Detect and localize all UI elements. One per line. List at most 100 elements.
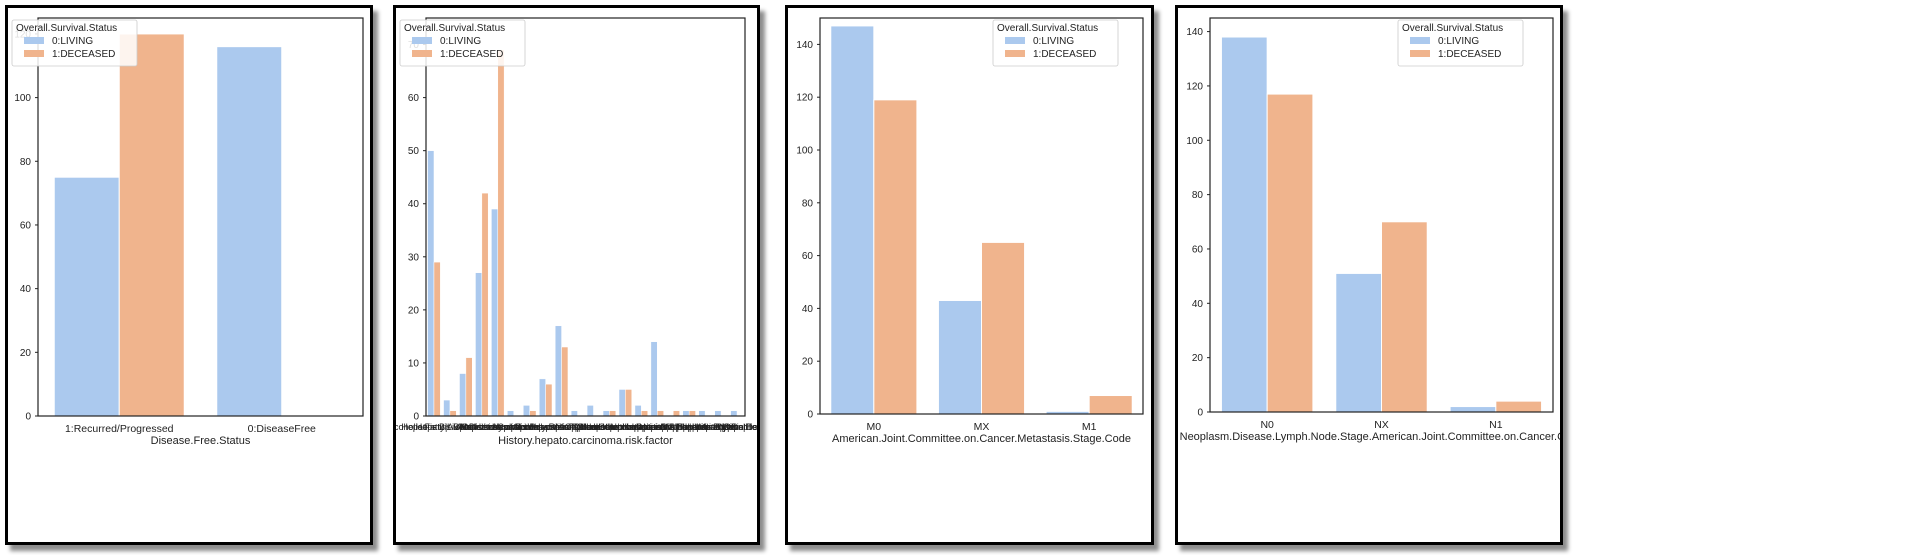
legend-swatch-living: [1410, 37, 1430, 44]
bar-deceased: [1088, 395, 1133, 415]
bar-deceased: [449, 410, 457, 417]
legend-title: Overall.Survival.Status: [404, 23, 505, 34]
y-tick-label: 50: [408, 146, 420, 157]
legend-label: 0:LIVING: [52, 36, 93, 47]
x-tick-label: Hemochromatosis: [589, 422, 662, 432]
chart-svg-1: 0204060801001201:Recurred/Progressed0:Di…: [11, 17, 364, 447]
bar-living: [53, 176, 120, 417]
y-tick-label: 20: [408, 305, 420, 316]
y-tick-label: 20: [1192, 353, 1204, 364]
x-tick-label: Alcohol consumption|Hemochromatosis: [578, 422, 736, 432]
x-tick-label: Alcohol consumption: [456, 422, 539, 432]
y-tick-label: 120: [796, 93, 813, 104]
x-tick-label: No History of Primary Risk Factors: [461, 422, 600, 432]
bar-living: [634, 405, 642, 417]
bar-deceased: [481, 192, 489, 417]
legend-swatch-deceased: [24, 50, 44, 57]
plot-frame: [1209, 17, 1554, 413]
x-tick-label: NX: [1374, 419, 1389, 431]
x-tick-label: Alcohol consumption|Hepatitis B: [609, 422, 738, 432]
x-tick-label: M0: [867, 421, 882, 433]
bar-living: [937, 299, 982, 415]
bar-living: [443, 399, 451, 417]
bar-living: [730, 410, 738, 417]
x-tick-label: Alcohol consumption|Hepatitis B|Hepatiti…: [554, 422, 730, 432]
x-tick-label: Alcohol consumption|Hepatitis C|Other: [660, 422, 757, 432]
y-tick-label: 40: [20, 284, 32, 295]
x-tick-label: N0: [1260, 419, 1274, 431]
x-tick-label: MX: [974, 421, 990, 433]
bar-deceased: [529, 410, 537, 417]
y-tick-label: 20: [802, 357, 814, 368]
bar-living: [1335, 272, 1382, 413]
x-tick-label: Hepatitis B|Other: [416, 422, 484, 432]
bar-deceased: [1381, 221, 1428, 413]
y-tick-label: 20: [20, 348, 32, 359]
chart-panel-metastasis-stage: 0 20 40 60 80 100 120 140 M0 MX M1 American.Joint.C…: [785, 5, 1154, 545]
bar-living: [491, 208, 499, 417]
legend-title: Overall.Survival.Status: [16, 23, 117, 34]
bar-living: [427, 150, 435, 417]
legend-title: Overall.Survival.Status: [1402, 23, 1503, 34]
x-tick-label: M1: [1082, 421, 1097, 433]
bar-living: [216, 46, 283, 417]
x-axis-label: American.Joint.Committee.on.Cancer.Metas…: [832, 433, 1131, 445]
bar-deceased: [545, 383, 553, 417]
x-tick-label: Hepatitis C|Hemochromatosis: [534, 422, 653, 432]
bar-deceased: [1266, 93, 1314, 413]
bar-living: [554, 325, 562, 417]
legend-swatch-living: [24, 37, 44, 44]
chart-svg-2: 010203040506070Non-Alcoholic Fatty Liver…: [396, 17, 757, 447]
y-tick-label: 40: [408, 199, 420, 210]
chart-panel-disease-free: 0204060801001201:Recurred/Progressed0:Di…: [5, 5, 373, 545]
plot-frame: [819, 17, 1144, 415]
bar-deceased: [625, 389, 633, 417]
bar-living: [602, 410, 610, 417]
bar-living: [830, 25, 875, 415]
x-tick-label: Hepatitis C: [460, 422, 505, 432]
legend-swatch-deceased: [412, 50, 432, 57]
bar-deceased: [433, 261, 441, 417]
bar-deceased: [641, 410, 648, 417]
y-tick-label: 80: [1192, 190, 1204, 201]
x-tick-label: Hepatitis C|Other: [527, 422, 596, 432]
legend-title: Overall.Survival.Status: [997, 23, 1098, 34]
bar-living: [475, 272, 483, 417]
bar-living: [586, 405, 594, 417]
legend-label: 0:LIVING: [1033, 36, 1074, 47]
plot-frame: [37, 17, 364, 417]
y-tick-label: 140: [1186, 27, 1203, 38]
bar-deceased: [657, 410, 664, 417]
bar-deceased: [672, 410, 680, 417]
y-tick-label: 30: [408, 252, 420, 263]
chart-panel-risk-factor: 010203040506070Non-Alcoholic Fatty Liver…: [393, 5, 760, 545]
y-tick-label: 100: [796, 146, 813, 157]
bar-deceased: [465, 357, 473, 417]
bar-living: [538, 378, 546, 417]
x-axis-label: Disease.Free.Status: [151, 435, 251, 447]
x-tick-label: Alcohol consumption|Other: [492, 422, 600, 432]
y-tick-label: 140: [796, 40, 813, 51]
y-tick-label: 40: [802, 304, 814, 315]
legend-label: 1:DECEASED: [1438, 49, 1501, 60]
x-tick-label: Non-Alcoholic Fatty Liver Disease: [396, 422, 502, 432]
x-tick-label: Other: [598, 422, 621, 432]
x-axis-label: Neoplasm.Disease.Lymph.Node.Stage.Americ…: [1180, 431, 1560, 443]
legend-swatch-living: [412, 37, 432, 44]
y-tick-label: 10: [408, 358, 420, 369]
x-tick-label: 1:Recurred/Progressed: [65, 423, 174, 435]
plot-frame: [425, 17, 746, 417]
y-tick-label: 0: [25, 412, 31, 423]
bar-deceased: [1495, 400, 1543, 413]
x-tick-label: Hepatitis C|Alpha-1 Antitrypsin Deficien…: [622, 422, 757, 432]
bar-living: [714, 410, 722, 417]
bar-deceased: [688, 410, 696, 417]
y-tick-label: 0: [1197, 408, 1203, 419]
bar-deceased: [118, 33, 185, 417]
y-tick-label: 80: [20, 157, 32, 168]
y-tick-label: 60: [408, 93, 420, 104]
bar-deceased: [497, 49, 505, 417]
x-tick-label: Hepatitis B|Alcohol consumption: [401, 422, 530, 432]
bar-living: [650, 341, 658, 417]
y-tick-label: 100: [14, 93, 31, 104]
